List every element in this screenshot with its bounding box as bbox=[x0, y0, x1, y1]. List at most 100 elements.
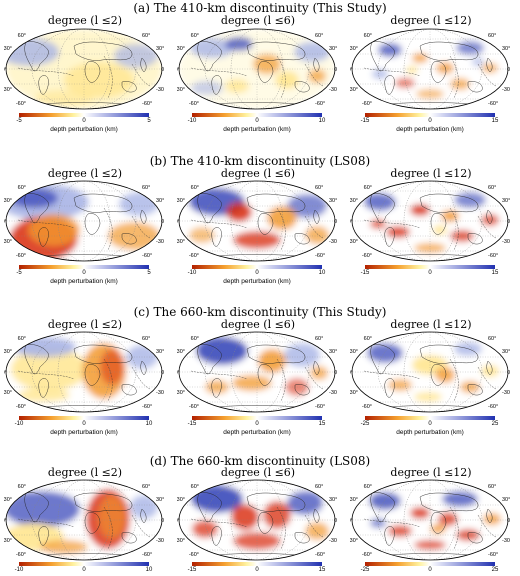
colorbar-tick-max: 10 bbox=[145, 567, 153, 573]
anomaly-region bbox=[40, 540, 88, 554]
colorbar-a3 bbox=[365, 113, 495, 117]
coastline bbox=[430, 213, 447, 235]
colorbar-tick-max: 15 bbox=[491, 270, 499, 276]
coastline bbox=[294, 233, 310, 245]
coastline bbox=[211, 378, 222, 398]
coastline bbox=[121, 81, 137, 93]
anomaly-region bbox=[233, 231, 281, 249]
anomaly-region bbox=[34, 90, 94, 106]
latitude-label: 0° bbox=[334, 518, 337, 524]
coastline bbox=[389, 254, 471, 257]
latitude-label: 60° bbox=[315, 484, 323, 490]
latitude-label: 30° bbox=[350, 46, 358, 52]
coastline bbox=[313, 360, 320, 376]
colorbar-tick-min: -10 bbox=[14, 421, 24, 427]
anomaly-region bbox=[410, 507, 430, 519]
coastline bbox=[216, 553, 298, 556]
latitude-label: 0° bbox=[507, 518, 510, 524]
colorbar-d1 bbox=[19, 562, 149, 566]
latitude-label: 60° bbox=[315, 336, 323, 342]
anomaly-region bbox=[481, 214, 499, 226]
latitude-label: -30° bbox=[502, 390, 510, 396]
latitude-label: 30° bbox=[502, 497, 510, 503]
plate-boundary bbox=[449, 55, 459, 99]
coastline bbox=[211, 75, 222, 95]
plate-boundary bbox=[363, 219, 421, 229]
plate-boundary bbox=[276, 358, 286, 402]
coastline bbox=[43, 102, 125, 105]
colorbar-tick-min: -25 bbox=[360, 567, 370, 573]
depth-field bbox=[6, 332, 162, 412]
latitude-label: 30° bbox=[502, 198, 510, 204]
anomaly-region bbox=[481, 365, 499, 377]
plate-boundary bbox=[103, 506, 113, 550]
anomaly-region bbox=[412, 53, 428, 63]
map-outline bbox=[178, 28, 336, 110]
anomaly-region bbox=[28, 214, 80, 246]
anomaly-region bbox=[196, 337, 248, 365]
coastline bbox=[140, 508, 147, 524]
colorbar-b2 bbox=[192, 265, 322, 269]
panel-title-a3: degree (l ≤12) bbox=[390, 14, 472, 27]
panel-title-d2: degree (l ≤6) bbox=[220, 466, 296, 479]
depth-field bbox=[179, 181, 335, 261]
anomaly-region bbox=[482, 63, 498, 73]
panel-title-b1: degree (l ≤2) bbox=[47, 167, 123, 180]
coastline bbox=[384, 378, 395, 398]
latitude-label: 60° bbox=[364, 185, 372, 191]
anomaly-region bbox=[225, 79, 249, 93]
coastline bbox=[246, 344, 306, 364]
anomaly-region bbox=[433, 225, 447, 235]
anomaly-region bbox=[395, 78, 415, 88]
colorbar-title: depth perturbation (km) bbox=[223, 278, 291, 285]
latitude-label: -60° bbox=[315, 404, 325, 410]
plate-boundary bbox=[449, 506, 459, 550]
plate-boundary bbox=[190, 67, 248, 77]
anomaly-region bbox=[192, 520, 218, 538]
colorbar-tick-max: 5 bbox=[147, 270, 151, 276]
latitude-label: 60° bbox=[488, 33, 496, 39]
latitude-label: 30° bbox=[329, 497, 337, 503]
latitude-label: -60° bbox=[16, 101, 26, 107]
colorbar-a2 bbox=[192, 113, 322, 117]
latitude-label: 0° bbox=[177, 219, 180, 225]
latitude-label: -60° bbox=[16, 253, 26, 259]
depth-field bbox=[352, 29, 508, 109]
colorbar-tick-min: -5 bbox=[16, 118, 22, 124]
coastline bbox=[430, 512, 447, 534]
anomaly-region bbox=[114, 44, 158, 68]
anomaly-region bbox=[11, 347, 87, 391]
latitude-label: 30° bbox=[156, 349, 164, 355]
map-outline bbox=[178, 479, 336, 561]
depth-field bbox=[179, 332, 335, 412]
colorbar-tick-max: 10 bbox=[318, 118, 326, 124]
plate-boundary bbox=[17, 67, 75, 77]
map-panel-d2: 60° 30° 0° -30° -60° 60° 30° 0° -30° -60° bbox=[177, 479, 337, 561]
latitude-label: 60° bbox=[488, 336, 496, 342]
latitude-label: 60° bbox=[364, 33, 372, 39]
map-outline bbox=[5, 331, 163, 413]
coastline bbox=[73, 492, 133, 512]
latitude-label: 60° bbox=[142, 185, 150, 191]
latitude-label: 60° bbox=[488, 185, 496, 191]
latitude-label: 0° bbox=[350, 518, 353, 524]
map-outline bbox=[5, 180, 163, 262]
coastline bbox=[294, 532, 310, 544]
plate-boundary bbox=[190, 370, 248, 380]
colorbar-tick-max: 15 bbox=[318, 421, 326, 427]
coastline bbox=[73, 193, 133, 213]
anomaly-region bbox=[305, 522, 329, 540]
map-panel-d1: 60° 30° 0° -30° -60° 60° 30° 0° -30° -60° bbox=[4, 479, 164, 561]
panel-title-d1: degree (l ≤2) bbox=[47, 466, 123, 479]
colorbar-title: depth perturbation (km) bbox=[396, 429, 464, 436]
map-panel-a3: 60° 30° 0° -30° -60° 60° 30° 0° -30° -60° bbox=[350, 28, 510, 110]
coastline bbox=[38, 378, 49, 398]
latitude-label: 60° bbox=[18, 185, 26, 191]
coastline bbox=[370, 344, 395, 375]
latitude-label: -30° bbox=[502, 239, 510, 245]
latitude-label: 0° bbox=[4, 518, 7, 524]
anomaly-region bbox=[414, 392, 442, 402]
panel-title-d3: degree (l ≤12) bbox=[390, 466, 472, 479]
coastline bbox=[257, 213, 274, 235]
depth-field bbox=[352, 181, 508, 261]
